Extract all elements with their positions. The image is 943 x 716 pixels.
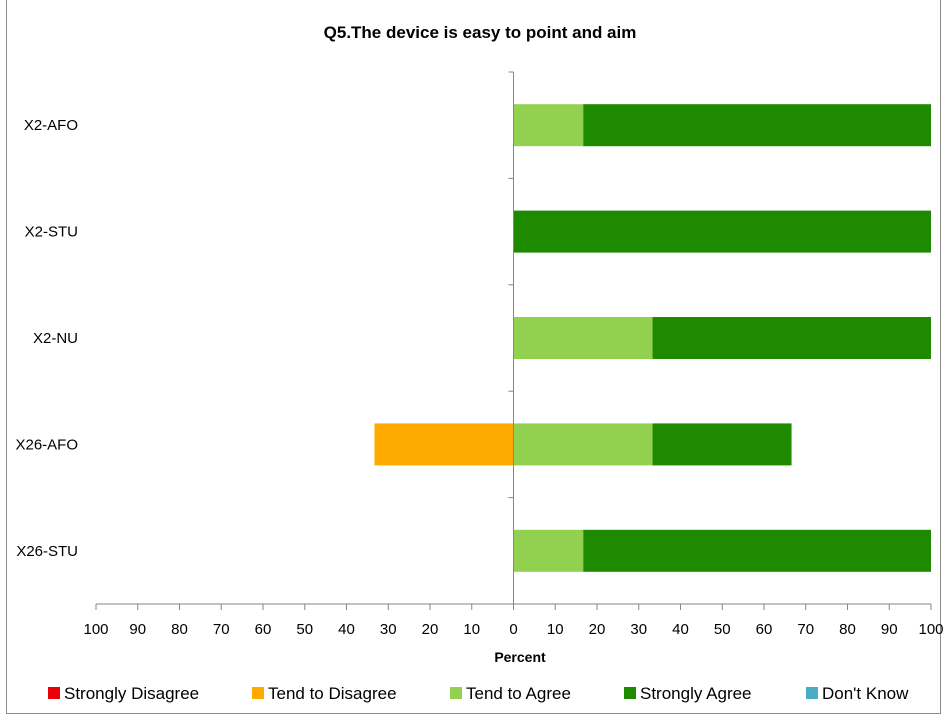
x-tick-label: 70 xyxy=(213,621,230,638)
chart-frame xyxy=(6,0,941,714)
legend-swatch xyxy=(450,687,462,699)
x-tick-label: 60 xyxy=(255,621,272,638)
legend-label: Strongly Agree xyxy=(640,684,752,703)
x-tick-label: 50 xyxy=(714,621,731,638)
x-tick-label: 80 xyxy=(171,621,188,638)
bar-x26-stu-series-2 xyxy=(513,529,584,572)
legend-label: Tend to Agree xyxy=(466,684,571,703)
legend-label: Don't Know xyxy=(822,684,909,703)
legend-swatch xyxy=(252,687,264,699)
x-tick-label: 20 xyxy=(589,621,606,638)
bar-x2-nu-series-3 xyxy=(652,317,931,359)
x-tick-label: 90 xyxy=(129,621,146,638)
category-label: X26-STU xyxy=(16,543,78,560)
bar-x26-stu-series-3 xyxy=(583,529,931,572)
bar-x2-nu-series-2 xyxy=(513,317,653,359)
bar-x26-afo-series-3 xyxy=(652,423,792,466)
legend-label: Tend to Disagree xyxy=(268,684,397,703)
bar-x2-stu-series-3 xyxy=(513,210,931,253)
axes-group xyxy=(95,71,932,610)
category-label: X26-AFO xyxy=(15,436,78,453)
x-tick-label: 90 xyxy=(881,621,898,638)
x-tick-label: 10 xyxy=(547,621,564,638)
legend-swatch xyxy=(806,687,818,699)
chart-title: Q5.The device is easy to point and aim xyxy=(324,23,637,42)
x-tick-label: 60 xyxy=(756,621,773,638)
legend-swatch xyxy=(48,687,60,699)
x-tick-label: 100 xyxy=(83,621,108,638)
legend-label: Strongly Disagree xyxy=(64,684,199,703)
category-label: X2-STU xyxy=(25,224,78,241)
bars-group xyxy=(374,104,931,572)
x-tick-label: 20 xyxy=(422,621,439,638)
x-tick-label: 100 xyxy=(918,621,943,638)
x-axis-label: Percent xyxy=(494,649,546,665)
x-tick-label: 40 xyxy=(672,621,689,638)
x-tick-label: 40 xyxy=(338,621,355,638)
x-tick-label: 30 xyxy=(630,621,647,638)
bar-x26-afo-series-2 xyxy=(513,423,653,466)
x-tick-labels: 100 90 80 70 60 50 40 30 20 10 0 10 20 30 40 50 60 70 80 90… xyxy=(83,621,943,638)
category-label: X2-AFO xyxy=(24,117,78,134)
category-label: X2-NU xyxy=(33,330,78,347)
x-tick-label: 80 xyxy=(839,621,856,638)
bar-x2-afo-series-3 xyxy=(583,104,931,147)
x-tick-label: 10 xyxy=(463,621,480,638)
legend: Strongly Disagree Tend to Disagree Tend to… xyxy=(48,684,909,703)
x-tick-label: 0 xyxy=(509,621,517,638)
x-tick-label: 70 xyxy=(797,621,814,638)
legend-swatch xyxy=(624,687,636,699)
x-tick-label: 30 xyxy=(380,621,397,638)
bar-x26-afo-series-1 xyxy=(374,423,514,466)
x-tick-label: 50 xyxy=(296,621,313,638)
category-labels: X2-AFO X2-STU X2-NU X26-AFO X26-STU xyxy=(15,117,78,560)
bar-x2-afo-series-2 xyxy=(513,104,584,147)
